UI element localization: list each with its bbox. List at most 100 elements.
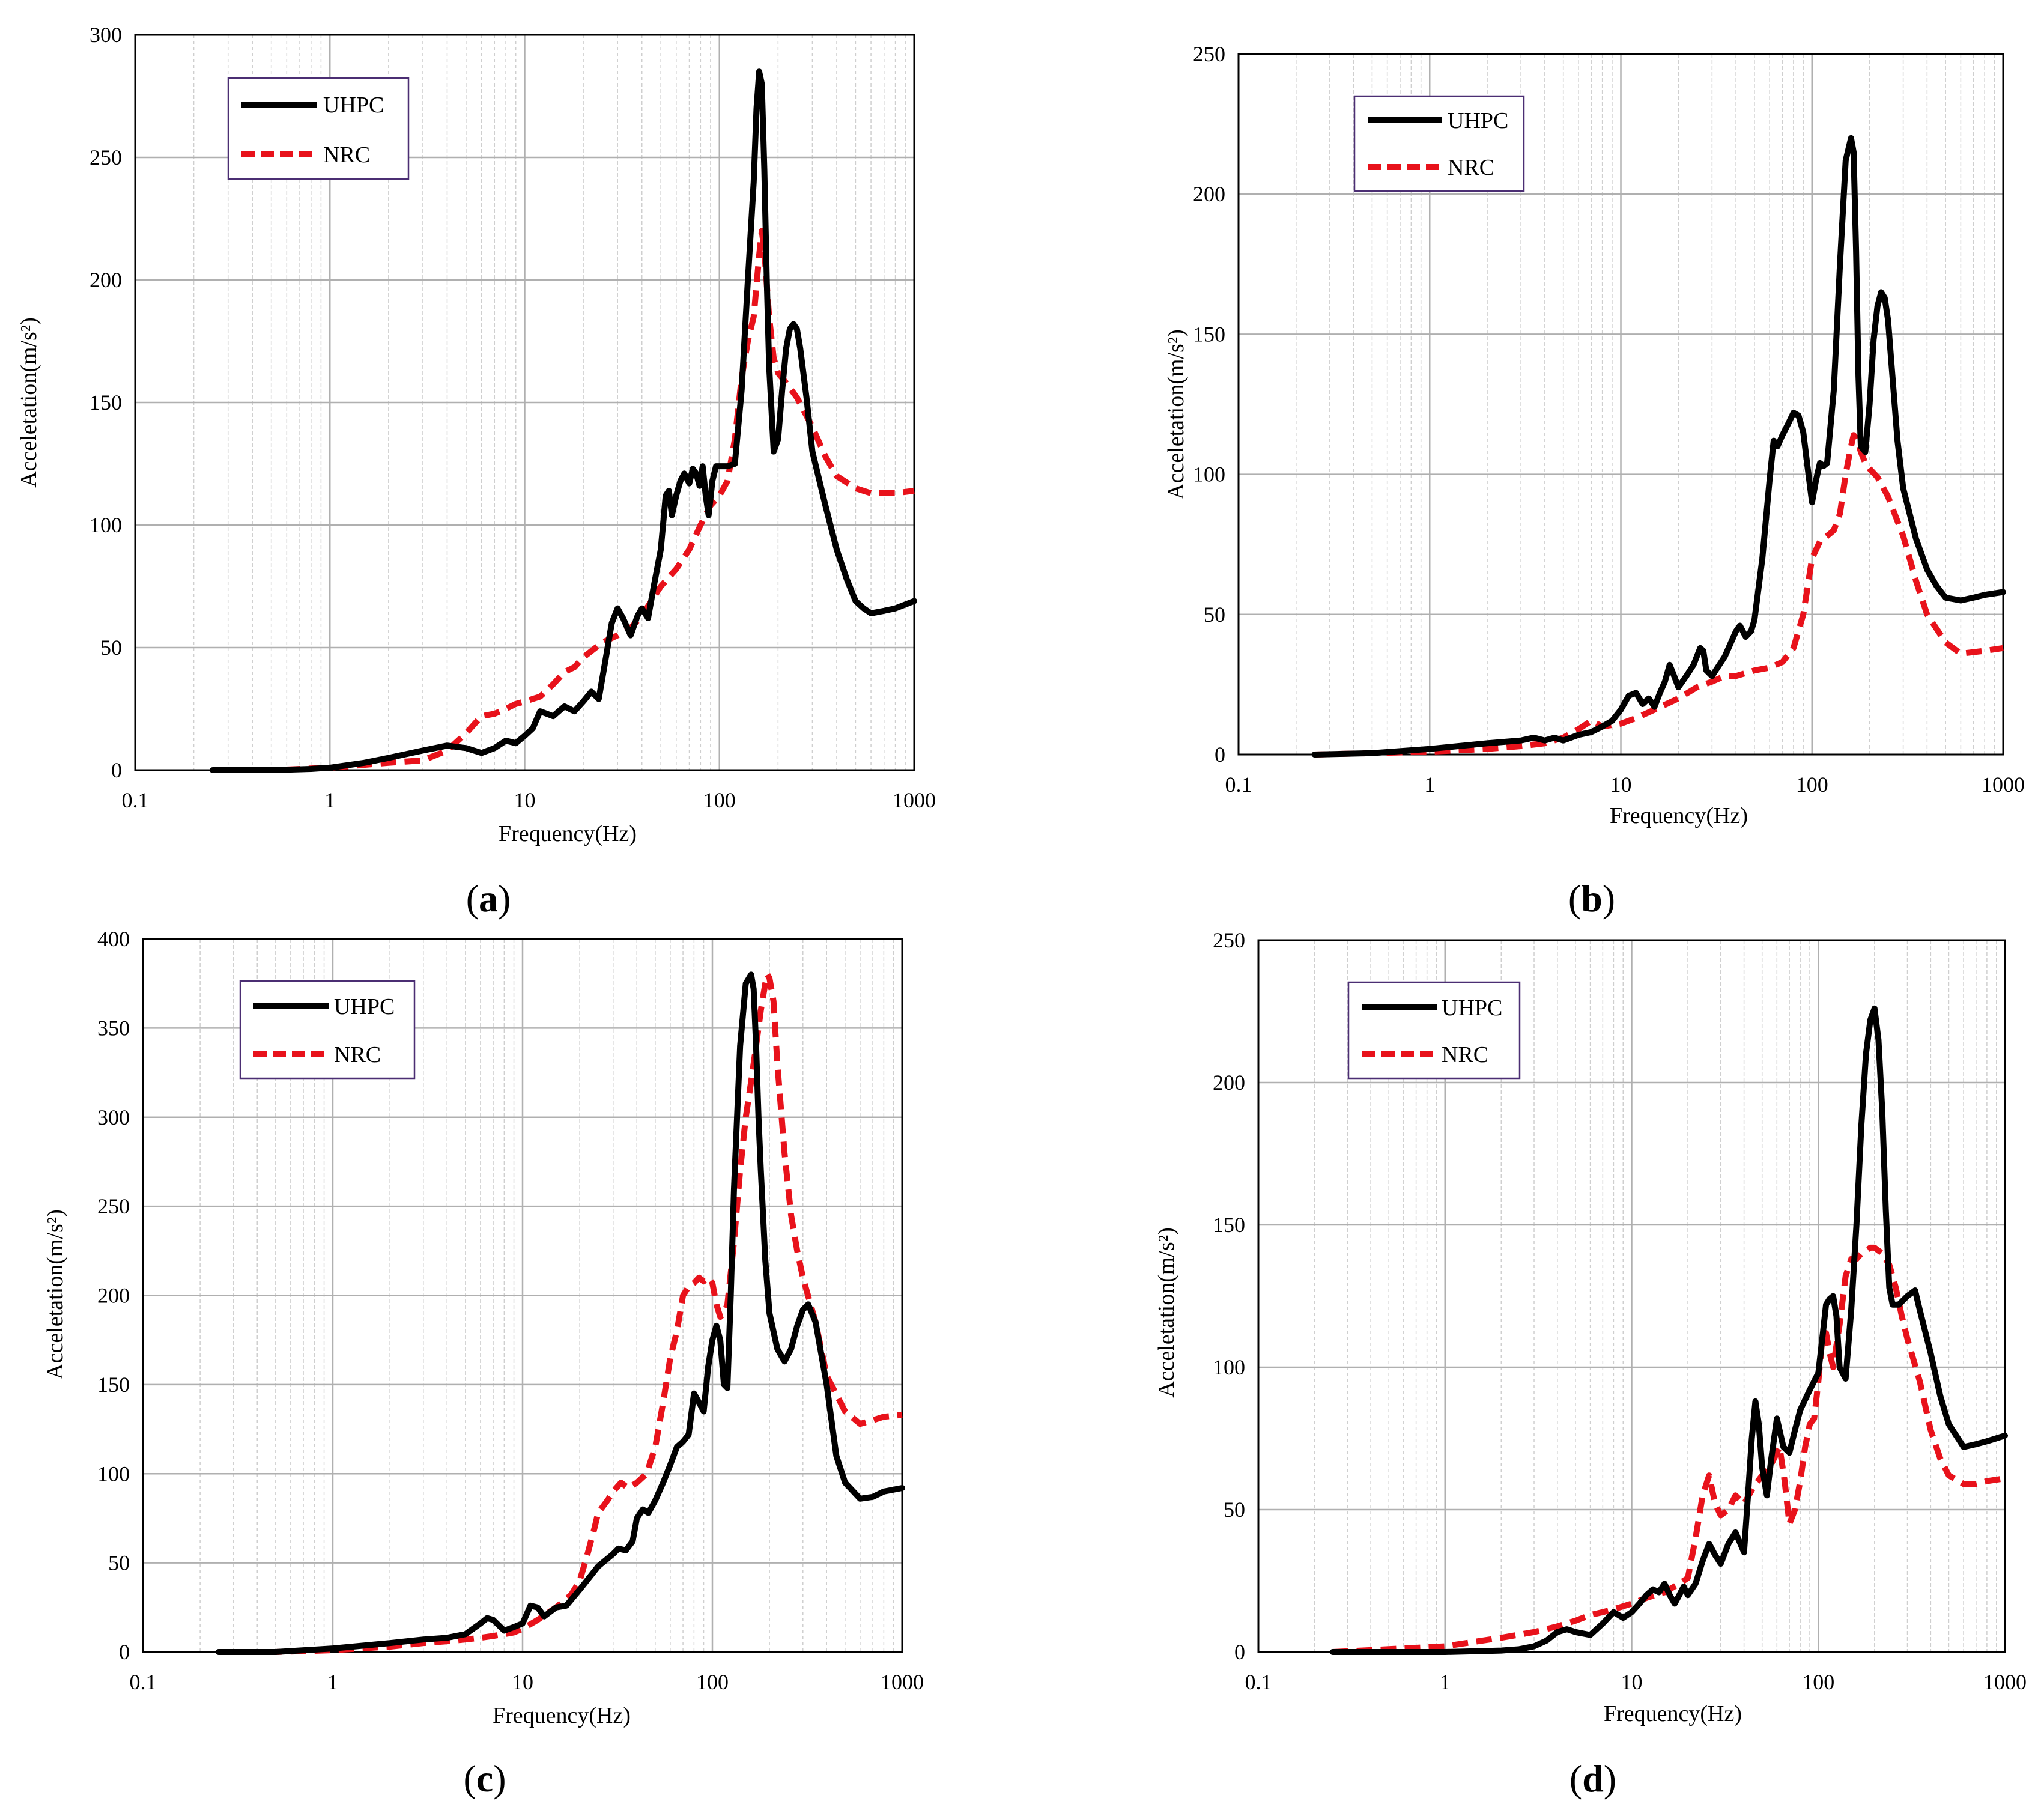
y-tick-label: 150	[1213, 1213, 1245, 1237]
plot-frame-b	[1237, 53, 2004, 756]
y-tick-label: 100	[1193, 463, 1225, 487]
series-layer-b	[1311, 135, 2006, 758]
legend-box	[1347, 981, 1521, 1080]
y-tick-label: 50	[1224, 1498, 1245, 1522]
chart-panel-c: 0 50 100 150 200 250 300 350 400 0.1 1 10 100 1000 F…	[43, 927, 924, 1800]
chart-panel-d: 0 50 100 150 200 250 0.1 1 10 100 1000 Frequency(…	[1154, 928, 2027, 1800]
x-tick-label: 100	[703, 788, 736, 812]
y-axis-title: Acceletation(m/s²)	[43, 1209, 68, 1380]
x-tick-label: 1	[327, 1670, 338, 1694]
x-tick-label: 10	[512, 1670, 533, 1694]
y-tick-labels-c: 0 50 100 150 200 250 300 350 400	[97, 927, 130, 1664]
series-line-uhpc	[210, 68, 917, 773]
x-tick-label: 0.1	[1245, 1670, 1272, 1694]
y-tick-label: 50	[100, 636, 122, 660]
y-tick-label: 300	[97, 1105, 130, 1129]
series-layer-a	[210, 68, 917, 773]
y-tick-label: 300	[89, 23, 122, 47]
y-axis-title: Acceletation(m/s²)	[1154, 1227, 1179, 1398]
y-tick-label: 250	[1213, 928, 1245, 952]
y-tick-label: 250	[97, 1194, 130, 1218]
x-tick-label: 1000	[893, 788, 936, 812]
legend-label-uhpc: UHPC	[334, 994, 395, 1019]
legend-box	[239, 980, 416, 1080]
y-tick-label: 400	[97, 927, 130, 951]
x-axis-title: Frequency(Hz)	[1604, 1701, 1742, 1726]
x-tick-labels-d: 0.1 1 10 100 1000	[1245, 1670, 2027, 1694]
y-tick-labels-d: 0 50 100 150 200 250	[1213, 928, 1245, 1664]
x-tick-labels-a: 0.1 1 10 100 1000	[122, 788, 936, 812]
x-tick-label: 0.1	[1225, 773, 1252, 797]
y-tick-label: 200	[89, 268, 122, 292]
plot-frame-d	[1257, 939, 2006, 1653]
legend-label-uhpc: UHPC	[1442, 995, 1502, 1021]
x-tick-label: 1	[324, 788, 335, 812]
y-tick-label: 200	[97, 1284, 130, 1308]
y-tick-labels-a: 0 50 100 150 200 250 300	[89, 23, 122, 782]
y-tick-label: 150	[89, 390, 122, 415]
series-line-nrc	[1314, 432, 2004, 758]
legend-a: UHPC NRC	[227, 77, 410, 180]
series-line-nrc	[213, 228, 915, 773]
y-tick-label: 200	[1213, 1070, 1245, 1095]
y-tick-label: 250	[89, 145, 122, 169]
y-tick-label: 150	[97, 1373, 130, 1397]
panel-label-a: (a)	[466, 877, 511, 920]
y-tick-label: 100	[89, 513, 122, 537]
x-tick-label: 1	[1424, 773, 1435, 797]
legend-b: UHPC NRC	[1353, 95, 1525, 192]
x-tick-label: 100	[1802, 1670, 1834, 1694]
legend-label-nrc: NRC	[323, 142, 370, 168]
x-axis-title: Frequency(Hz)	[1610, 803, 1748, 828]
x-tick-label: 0.1	[122, 788, 149, 812]
legend-label-uhpc: UHPC	[323, 93, 384, 118]
x-tick-label: 10	[514, 788, 536, 812]
y-tick-label: 50	[108, 1551, 130, 1575]
y-tick-label: 50	[1204, 603, 1225, 627]
x-axis-title: Frequency(Hz)	[499, 821, 637, 846]
y-tick-label: 350	[97, 1016, 130, 1040]
y-tick-label: 100	[1213, 1355, 1245, 1379]
y-axis-title: Acceletation(m/s²)	[16, 317, 41, 488]
panel-label-b: (b)	[1568, 877, 1615, 920]
x-tick-label: 1000	[881, 1670, 924, 1694]
series-layer-c	[215, 971, 905, 1655]
series-line-nrc	[1332, 1244, 2006, 1655]
x-tick-label: 1000	[1983, 1670, 2027, 1694]
panel-label-c: (c)	[463, 1757, 506, 1800]
legend-label-nrc: NRC	[334, 1042, 381, 1067]
x-tick-label: 100	[1796, 773, 1828, 797]
x-tick-label: 0.1	[130, 1670, 157, 1694]
legend-box	[1353, 95, 1525, 192]
legend-label-nrc: NRC	[1442, 1042, 1488, 1067]
y-tick-label: 0	[119, 1640, 130, 1664]
plot-frame-a	[134, 34, 915, 771]
x-axis-title: Frequency(Hz)	[493, 1703, 631, 1728]
y-tick-label: 250	[1193, 42, 1225, 66]
legend-c: UHPC NRC	[239, 980, 416, 1080]
legend-box	[227, 77, 410, 180]
x-tick-label: 100	[696, 1670, 729, 1694]
series-line-uhpc	[1329, 1005, 2008, 1655]
x-tick-label: 1000	[1982, 773, 2025, 797]
y-tick-label: 0	[111, 758, 122, 782]
y-tick-labels-b: 0 50 100 150 200 250	[1193, 42, 1225, 767]
legend-d: UHPC NRC	[1347, 981, 1521, 1080]
y-tick-label: 100	[97, 1462, 130, 1486]
minor-grid-d	[1314, 940, 1997, 1652]
chart-panel-a: 0 50 100 150 200 250 300 0.1 1 10 100 1000 Frequen…	[16, 23, 936, 920]
x-tick-label: 1	[1440, 1670, 1451, 1694]
chart-panel-b: 0 50 100 150 200 250 0.1 1 10 100 1000 Frequency(…	[1163, 42, 2025, 920]
series-line-uhpc	[1311, 135, 2006, 758]
legend-label-nrc: NRC	[1448, 155, 1494, 180]
x-tick-label: 10	[1610, 773, 1632, 797]
panel-label-d: (d)	[1569, 1757, 1616, 1800]
legend-label-uhpc: UHPC	[1448, 108, 1508, 133]
y-axis-title: Acceletation(m/s²)	[1163, 329, 1189, 500]
y-tick-label: 150	[1193, 322, 1225, 346]
series-line-nrc	[218, 971, 903, 1655]
plot-frame-c	[142, 938, 903, 1653]
y-tick-label: 0	[1215, 742, 1225, 767]
series-layer-d	[1329, 1005, 2008, 1655]
